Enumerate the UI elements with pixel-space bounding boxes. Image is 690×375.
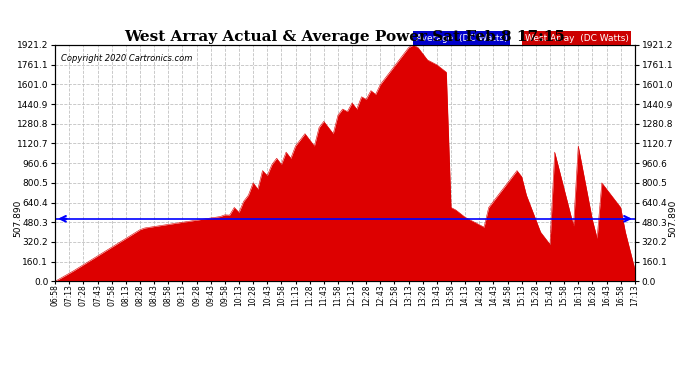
Text: West Array  (DC Watts): West Array (DC Watts)	[524, 34, 629, 43]
Text: Copyright 2020 Cartronics.com: Copyright 2020 Cartronics.com	[61, 54, 193, 63]
Title: West Array Actual & Average Power Sat Feb 8 17:15: West Array Actual & Average Power Sat Fe…	[125, 30, 565, 44]
Text: 507.890: 507.890	[668, 200, 677, 237]
Text: Average  (DC Watts): Average (DC Watts)	[415, 34, 507, 43]
Text: 507.890: 507.890	[13, 200, 22, 237]
